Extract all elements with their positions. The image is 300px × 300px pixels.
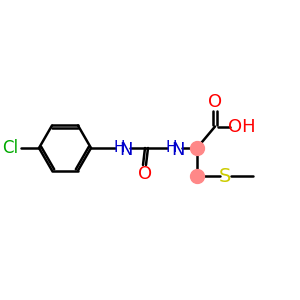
Text: S: S [219,167,231,185]
Text: H: H [113,140,125,154]
Text: H: H [165,140,177,154]
Text: OH: OH [228,118,256,136]
Text: O: O [208,93,222,111]
Text: N: N [119,141,133,159]
Text: Cl: Cl [2,139,18,157]
Text: N: N [171,141,185,159]
Text: O: O [138,165,152,183]
